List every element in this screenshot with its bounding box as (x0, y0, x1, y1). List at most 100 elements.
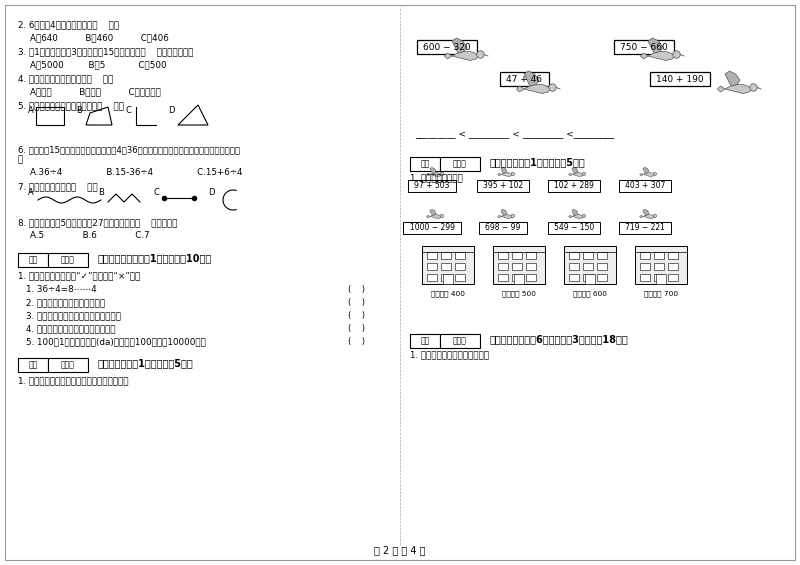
Bar (597, 263, 607, 270)
Text: 2. 读数和写数时，都从低位起。: 2. 读数和写数时，都从低位起。 (26, 298, 105, 307)
Text: 403 + 307: 403 + 307 (625, 181, 665, 190)
Text: A、有关          B、无关          C、不能确定: A、有关 B、无关 C、不能确定 (30, 87, 161, 96)
Bar (427, 263, 437, 270)
Polygon shape (643, 215, 654, 219)
Text: 47 + 46: 47 + 46 (506, 75, 542, 84)
Text: 第 2 页 共 4 页: 第 2 页 共 4 页 (374, 545, 426, 555)
Polygon shape (718, 86, 725, 92)
Text: A: A (28, 188, 34, 197)
Bar (585, 274, 595, 284)
Circle shape (582, 172, 586, 176)
Bar (440, 157, 480, 171)
Bar (526, 252, 536, 259)
Bar (614, 40, 674, 54)
Text: 1. 估一估，连一连。: 1. 估一估，连一连。 (410, 173, 463, 182)
Text: 得数接近 400: 得数接近 400 (431, 290, 465, 297)
Text: C: C (154, 188, 160, 197)
Polygon shape (498, 173, 501, 176)
Text: (    ): ( ) (348, 285, 365, 294)
Bar (569, 263, 579, 270)
Circle shape (440, 214, 443, 218)
Bar (498, 252, 508, 259)
Circle shape (440, 172, 443, 176)
Polygon shape (426, 173, 430, 176)
Bar (569, 252, 579, 259)
Text: D: D (168, 106, 174, 115)
Text: 得分: 得分 (28, 255, 38, 264)
Polygon shape (501, 172, 512, 176)
Bar (477, 180, 530, 192)
Text: _________ < _________ < _________ <_________: _________ < _________ < _________ <_____… (415, 130, 614, 139)
Text: 2. 6个十和4个百组成的数是（    ）。: 2. 6个十和4个百组成的数是（ ）。 (18, 20, 119, 29)
Bar (597, 274, 607, 281)
Circle shape (653, 172, 657, 176)
Text: 得分: 得分 (28, 360, 38, 370)
Circle shape (511, 214, 514, 218)
Bar (654, 263, 664, 270)
Text: (    ): ( ) (348, 337, 365, 346)
Text: 得分: 得分 (420, 159, 430, 168)
Bar (668, 274, 678, 281)
Bar (455, 263, 465, 270)
Bar (443, 274, 453, 284)
Polygon shape (430, 210, 436, 215)
Text: 5. 100张1元纸币捆一沫(da)，这样的100沫就是10000元。: 5. 100张1元纸币捆一沫(da)，这样的100沫就是10000元。 (26, 337, 206, 346)
Circle shape (549, 84, 556, 92)
Bar (410, 157, 440, 171)
Text: 3. 长方形和正方形的四个角都是直角。: 3. 长方形和正方形的四个角都是直角。 (26, 311, 121, 320)
Text: 六、比一比（共1大题，共计5分）: 六、比一比（共1大题，共计5分） (98, 358, 194, 368)
Text: 五、判断对与错（共1大题，共计10分）: 五、判断对与错（共1大题，共计10分） (98, 253, 212, 263)
Polygon shape (426, 215, 430, 218)
Text: 1. 小红买水彩笔，一共多少錢？: 1. 小红买水彩笔，一共多少錢？ (410, 350, 489, 359)
Bar (526, 263, 536, 270)
Text: 4. 角的大小和两条边的长短（    ）。: 4. 角的大小和两条边的长短（ ）。 (18, 74, 114, 83)
Polygon shape (725, 71, 740, 86)
Polygon shape (501, 210, 507, 215)
Text: ）: ） (18, 155, 23, 164)
Polygon shape (725, 85, 752, 93)
Polygon shape (641, 53, 648, 59)
Text: 600 − 320: 600 − 320 (423, 42, 471, 51)
Text: 得数大约 700: 得数大约 700 (644, 290, 678, 297)
Text: A: A (28, 106, 34, 115)
Circle shape (477, 51, 484, 58)
Polygon shape (648, 51, 675, 60)
Bar (498, 263, 508, 270)
Polygon shape (501, 167, 507, 173)
Text: 1000 − 299: 1000 − 299 (410, 224, 454, 233)
Polygon shape (445, 53, 452, 59)
Bar (441, 274, 451, 281)
Bar (403, 222, 461, 234)
Polygon shape (178, 105, 208, 125)
Polygon shape (643, 167, 649, 173)
Bar (422, 246, 474, 284)
Text: 4. 对边相等的四边形一定是长方形。: 4. 对边相等的四边形一定是长方形。 (26, 324, 116, 333)
Bar (514, 274, 524, 284)
Bar (526, 274, 536, 281)
Polygon shape (430, 215, 441, 219)
Bar (455, 252, 465, 259)
Text: 8. 多多餐厅，旧5人一桌，朧27人，至少需要（    ）张桌子。: 8. 多多餐厅，旧5人一桌，朧27人，至少需要（ ）张桌子。 (18, 218, 178, 227)
Polygon shape (452, 38, 467, 53)
Text: 719 − 221: 719 − 221 (625, 224, 665, 233)
Bar (547, 180, 600, 192)
Text: 5. 下列图形中，有二个直角的是（    ）。: 5. 下列图形中，有二个直角的是（ ）。 (18, 101, 124, 110)
Text: 102 + 289: 102 + 289 (554, 181, 594, 190)
Bar (479, 222, 526, 234)
Bar (36, 107, 64, 125)
Polygon shape (643, 210, 649, 215)
Text: A.5              B.6              C.7: A.5 B.6 C.7 (30, 231, 150, 240)
Polygon shape (572, 215, 583, 219)
Text: 1. 36÷4=8⋯⋯4: 1. 36÷4=8⋯⋯4 (26, 285, 97, 294)
Bar (654, 274, 664, 281)
Polygon shape (572, 172, 583, 176)
Polygon shape (640, 215, 643, 218)
Text: (    ): ( ) (348, 298, 365, 307)
Polygon shape (452, 51, 479, 60)
Circle shape (653, 214, 657, 218)
Polygon shape (569, 173, 572, 176)
Bar (441, 263, 451, 270)
Polygon shape (524, 71, 539, 86)
Text: 评卷人: 评卷人 (453, 159, 467, 168)
Text: 评卷人: 评卷人 (61, 255, 75, 264)
